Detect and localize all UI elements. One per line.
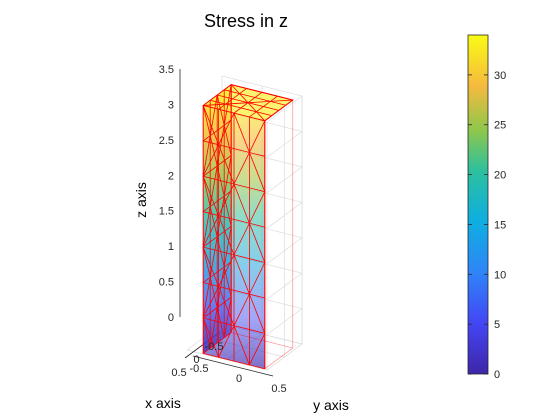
mesh-edge [202, 206, 211, 248]
z-tick-label: 2.5 [159, 135, 174, 147]
z-tick-label: 1.5 [159, 206, 174, 218]
mesh-edge [209, 277, 218, 308]
mesh-edge [216, 125, 225, 166]
mesh-edge [249, 95, 278, 118]
colorbar: 0 5 10 15 20 25 30 [467, 34, 506, 381]
y-tick-label: 0 [236, 373, 242, 385]
mesh-edge [249, 262, 266, 295]
mesh-edge [233, 152, 250, 185]
mesh-edge [233, 325, 250, 366]
colorbar-gradient [467, 34, 489, 375]
mesh-edge [216, 307, 225, 338]
mesh-edge [223, 226, 232, 268]
mesh-edge [202, 176, 219, 216]
mesh-edge [202, 105, 211, 136]
y-axis-line [192, 355, 274, 377]
x-axis-label: x axis [145, 395, 181, 411]
colorbar-ticks: 0 5 10 15 20 25 30 [468, 70, 506, 381]
z-tick-label: 3 [168, 99, 174, 111]
tick-labels: 00.511.522.533.5-0.500.5 -0.500.5 [159, 64, 287, 395]
mesh-edge [233, 293, 250, 326]
mesh-edge [233, 183, 250, 224]
mesh-edge [203, 99, 293, 106]
mesh-edge [202, 277, 211, 319]
colorbar-tick-label: 0 [494, 369, 500, 381]
mesh-edge [210, 99, 272, 117]
mesh-edge [202, 317, 211, 349]
mesh-edge [216, 266, 225, 308]
colorbar-tick-label: 30 [494, 70, 506, 82]
mesh-edge [249, 120, 266, 153]
mesh-edge [202, 286, 219, 319]
x-tick-label: 0.5 [171, 367, 186, 379]
mesh-edge [223, 297, 232, 338]
z-tick-label: 2 [168, 170, 174, 182]
z-tick-label: 3.5 [159, 64, 174, 76]
mesh-edge [249, 293, 266, 334]
mesh-edge [233, 254, 250, 295]
colorbar-tick-label: 10 [494, 269, 506, 281]
mesh-edge [209, 206, 218, 237]
mesh-edge [209, 307, 218, 349]
colorbar-tick-label: 15 [494, 219, 506, 231]
mesh-edge [223, 155, 232, 197]
mesh-edge [249, 223, 266, 263]
mesh-edge [216, 236, 225, 268]
mesh-edge [216, 196, 225, 237]
mesh-edge [202, 105, 219, 145]
z-axis-label: z axis [133, 182, 149, 218]
mesh-edge [209, 236, 218, 278]
colorbar-tick-label: 5 [494, 319, 500, 331]
z-tick-label: 1 [168, 241, 174, 253]
grid-line [186, 122, 268, 371]
chart-title: Stress in z [204, 11, 288, 31]
y-tick-label: 0.5 [271, 383, 286, 395]
mesh-edge [202, 317, 219, 358]
mesh-edge [233, 112, 250, 153]
mesh-edge [203, 105, 265, 122]
mesh-edge [230, 83, 294, 369]
mesh-plot [202, 83, 294, 370]
y-tick-label: -0.5 [190, 363, 209, 375]
mesh-edge [202, 135, 211, 177]
y-axis-label: y axis [313, 397, 349, 413]
mesh-edge [249, 152, 266, 192]
mesh-edge [233, 223, 250, 256]
mesh-edge [249, 191, 266, 224]
mesh-edge [216, 165, 225, 197]
mesh-edge [202, 176, 211, 207]
colorbar-tick-label: 20 [494, 170, 506, 182]
mesh-edge [209, 165, 218, 207]
mesh-edge [249, 333, 266, 366]
mesh-edge [209, 135, 218, 166]
x-tick-label: 0 [193, 354, 199, 366]
mesh-edge [202, 246, 219, 287]
mesh-edge [202, 144, 219, 177]
z-tick-label: 0 [168, 312, 174, 324]
x-tick-label: -0.5 [205, 341, 224, 353]
z-tick-label: 0.5 [159, 277, 174, 289]
colorbar-tick-label: 25 [494, 120, 506, 132]
mesh-edge [202, 215, 219, 248]
mesh-edge [202, 247, 211, 278]
